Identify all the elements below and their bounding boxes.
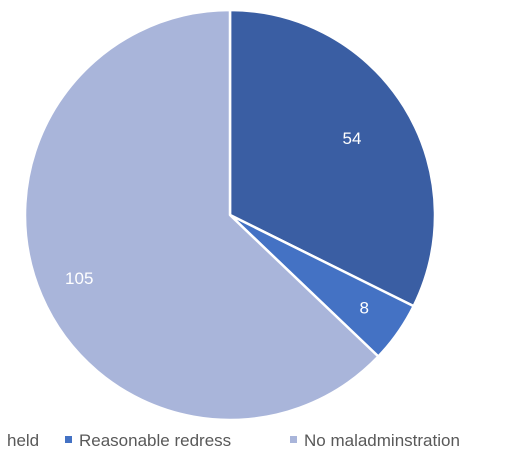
legend-label-reasonable-redress: Reasonable redress [79, 431, 232, 450]
pie-slices [23, 8, 437, 422]
pie-slice-upheld [228, 8, 437, 308]
legend: held Reasonable redress No maladminstrat… [0, 430, 527, 458]
legend-swatch-reasonable-redress [65, 436, 72, 443]
pie-slice-no-maladminstration [23, 8, 380, 422]
pie-data-labels: 54 8 105 [65, 129, 369, 318]
pie-chart: 54 8 105 [23, 8, 437, 422]
legend-label-no-maladminstration: No maladminstration [304, 431, 460, 450]
legend-item-no-maladminstration: No maladminstration [290, 430, 460, 452]
data-label-reasonable-redress: 8 [360, 299, 369, 318]
legend-item-reasonable-redress: Reasonable redress [65, 430, 231, 452]
data-label-upheld: 54 [343, 129, 362, 148]
legend-label-upheld: held [7, 431, 40, 450]
data-label-no-maladminstration: 105 [65, 269, 93, 288]
legend-swatch-no-maladminstration [290, 436, 297, 443]
legend-item-upheld: held [0, 430, 39, 452]
